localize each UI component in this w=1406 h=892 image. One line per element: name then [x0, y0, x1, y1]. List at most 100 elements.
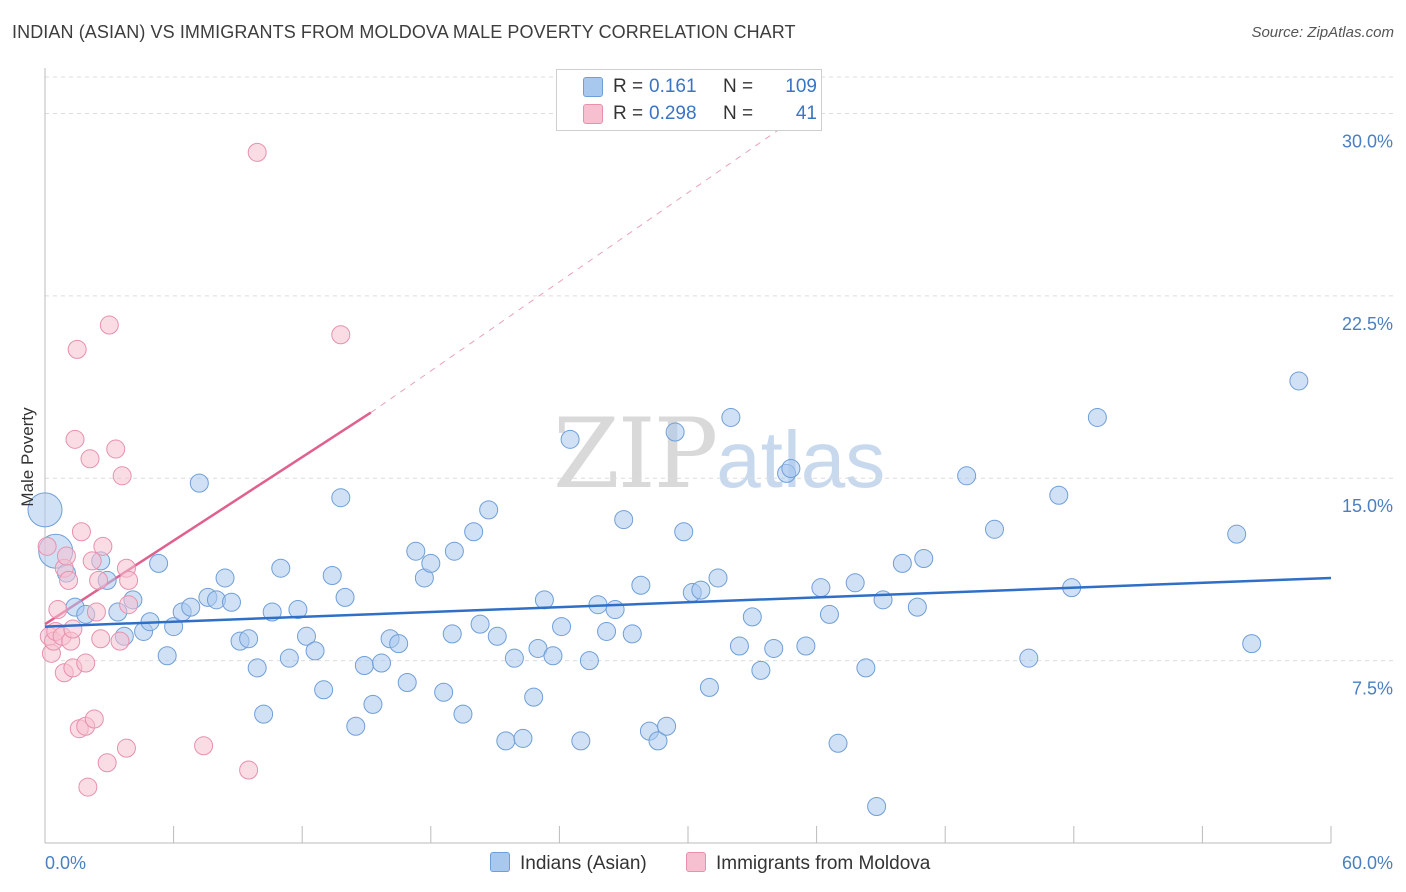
- indian-point: [984, 519, 1004, 539]
- moldova-point: [37, 536, 57, 556]
- legend-r-label: R =: [613, 76, 644, 97]
- watermark-atlas: atlas: [716, 415, 886, 504]
- indian-point: [262, 602, 282, 622]
- indian-point: [363, 694, 383, 714]
- bottom-legend-label: Immigrants from Moldova: [716, 853, 931, 874]
- bottom-legend-label: Indians (Asian): [520, 853, 647, 874]
- indian-point: [1049, 485, 1069, 505]
- indian-point: [605, 600, 625, 620]
- moldova-point: [331, 325, 351, 345]
- indian-point: [479, 500, 499, 520]
- indian-point: [867, 797, 887, 817]
- indian-point: [845, 573, 865, 593]
- moldova-trend-extension: [370, 117, 796, 413]
- indian-point: [1087, 407, 1107, 427]
- indian-point: [552, 617, 572, 637]
- legend-r-value: 0.161: [649, 76, 697, 97]
- indian-point: [434, 682, 454, 702]
- moldova-point: [91, 629, 111, 649]
- legend-r-value: 0.298: [649, 103, 697, 124]
- legend-swatch-pink: [583, 104, 603, 124]
- indian-point: [524, 687, 544, 707]
- moldova-point: [84, 709, 104, 729]
- x-tick-label-end: 60.0%: [1342, 853, 1393, 873]
- legend-swatch-blue: [583, 77, 603, 97]
- indian-point: [27, 492, 63, 528]
- indian-point: [470, 614, 490, 634]
- indian-point: [487, 626, 507, 646]
- indian-point: [1242, 634, 1262, 654]
- indian-point: [764, 638, 784, 658]
- indian-point: [239, 629, 259, 649]
- indian-point: [314, 680, 334, 700]
- watermark-zip: ZIP: [553, 398, 718, 510]
- moldova-point: [112, 466, 132, 486]
- indian-point: [335, 587, 355, 607]
- indian-point: [331, 488, 351, 508]
- y-tick-label: 15.0%: [1342, 496, 1393, 516]
- moldova-point: [80, 449, 100, 469]
- indian-point: [828, 733, 848, 753]
- moldova-point: [71, 522, 91, 542]
- indian-point: [534, 590, 554, 610]
- moldova-point: [78, 777, 98, 797]
- indian-point: [648, 731, 668, 751]
- indian-point: [751, 660, 771, 680]
- indian-point: [657, 716, 677, 736]
- indian-point: [1289, 371, 1309, 391]
- indian-point: [397, 673, 417, 693]
- indian-point: [721, 407, 741, 427]
- indian-point: [622, 624, 642, 644]
- indian-point: [856, 658, 876, 678]
- indian-point: [742, 607, 762, 627]
- indian-point: [181, 597, 201, 617]
- indian-point: [631, 575, 651, 595]
- moldova-point: [239, 760, 259, 780]
- indian-point: [513, 728, 533, 748]
- indian-point: [444, 541, 464, 561]
- bottom-legend-moldova: Immigrants from Moldova: [686, 852, 930, 875]
- y-tick-label: 22.5%: [1342, 314, 1393, 334]
- correlation-legend: R = 0.161 N = 109 R = 0.298 N = 41: [556, 69, 822, 131]
- indian-point: [907, 597, 927, 617]
- indian-point: [543, 646, 563, 666]
- indian-point: [1227, 524, 1247, 544]
- indian-point: [614, 510, 634, 530]
- indian-point: [296, 626, 316, 646]
- indian-point: [729, 636, 749, 656]
- y-tick-label: 30.0%: [1342, 131, 1393, 151]
- bottom-legend-swatch-blue: [490, 852, 510, 872]
- moldova-point: [119, 570, 139, 590]
- indian-point: [279, 648, 299, 668]
- indian-point: [189, 473, 209, 493]
- indian-point: [504, 648, 524, 668]
- indian-point: [322, 566, 342, 586]
- moldova-point: [86, 602, 106, 622]
- indian-point: [811, 578, 831, 598]
- indian-point: [560, 429, 580, 449]
- indian-point: [271, 558, 291, 578]
- indian-point: [781, 459, 801, 479]
- moldova-point: [56, 546, 76, 566]
- moldova-point: [99, 315, 119, 335]
- moldova-point: [194, 736, 214, 756]
- indian-point: [372, 653, 392, 673]
- indian-point: [892, 553, 912, 573]
- legend-n-label: N =: [723, 103, 754, 124]
- indian-point: [149, 553, 169, 573]
- axis-labels: 7.5% 15.0% 22.5% 30.0% 0.0% 60.0% Male Poverty: [18, 131, 1393, 873]
- indian-point: [819, 604, 839, 624]
- indian-point: [796, 636, 816, 656]
- y-axis-label: Male Poverty: [18, 407, 37, 507]
- indian-trend-line: [44, 576, 1332, 628]
- indian-point: [288, 600, 308, 620]
- legend-n-value: 41: [795, 103, 817, 124]
- moldova-point: [247, 142, 267, 162]
- moldova-point: [119, 595, 139, 615]
- indian-point: [221, 592, 241, 612]
- indian-point: [708, 568, 728, 588]
- indian-point: [597, 621, 617, 641]
- moldova-point: [59, 570, 79, 590]
- axes: [44, 68, 1332, 844]
